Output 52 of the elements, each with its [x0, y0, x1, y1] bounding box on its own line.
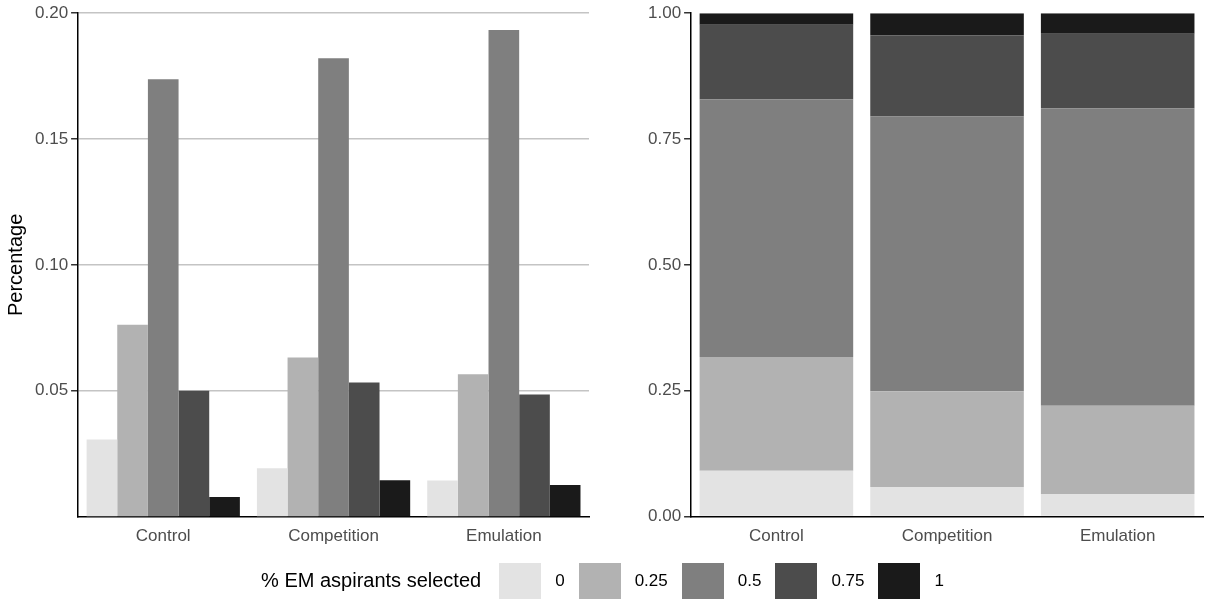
- y-tick-label: 0.25: [647, 380, 682, 400]
- legend-label: 1: [934, 570, 944, 591]
- bar: [870, 116, 1024, 392]
- legend-label: 0.5: [737, 570, 762, 591]
- bar: [699, 470, 854, 516]
- y-tick-label: 0.20: [34, 2, 69, 22]
- x-tick-label: Control: [135, 526, 191, 546]
- legend-title: % EM aspirants selected: [261, 569, 482, 592]
- legend-label: 0.75: [831, 570, 865, 591]
- bar: [549, 484, 581, 517]
- bar: [1040, 493, 1195, 516]
- x-tick-label: Emulation: [1079, 526, 1156, 546]
- legend-label: 0.25: [634, 570, 668, 591]
- bar: [1040, 108, 1195, 406]
- y-tick-label: 0.75: [647, 128, 682, 148]
- y-axis-title: Percentage: [3, 213, 26, 317]
- bar: [1040, 33, 1195, 109]
- bar: [379, 480, 411, 517]
- x-tick-label: Competition: [901, 526, 993, 546]
- y-tick-label: 0.00: [647, 506, 682, 526]
- bar: [519, 394, 550, 517]
- bar: [287, 357, 319, 517]
- legend-label: 0: [555, 570, 565, 591]
- y-tick-label: 0.15: [34, 128, 69, 148]
- y-tick-label: 0.50: [647, 254, 682, 274]
- bar: [256, 468, 288, 517]
- bar: [1040, 13, 1195, 34]
- bar: [870, 13, 1024, 36]
- bar: [699, 99, 854, 358]
- bar: [699, 357, 854, 471]
- x-tick-label: Emulation: [466, 526, 542, 546]
- bar: [870, 486, 1024, 516]
- x-tick-label: Control: [749, 526, 804, 546]
- bar: [870, 35, 1024, 117]
- bar: [117, 324, 148, 517]
- bar: [1040, 405, 1195, 494]
- x-tick-label: Competition: [288, 526, 379, 546]
- bar: [488, 30, 520, 517]
- bar: [699, 13, 854, 25]
- bar: [209, 496, 240, 517]
- y-tick-label: 0.10: [34, 254, 69, 274]
- bar: [178, 390, 210, 517]
- y-tick-label: 0.05: [34, 380, 69, 400]
- bar: [457, 374, 489, 517]
- bar: [147, 79, 179, 517]
- bar: [699, 24, 854, 100]
- bar: [348, 382, 380, 517]
- bar: [870, 391, 1024, 487]
- bar: [86, 439, 118, 517]
- bar: [427, 480, 458, 517]
- y-tick-label: 1.00: [647, 2, 682, 22]
- bar: [318, 58, 349, 517]
